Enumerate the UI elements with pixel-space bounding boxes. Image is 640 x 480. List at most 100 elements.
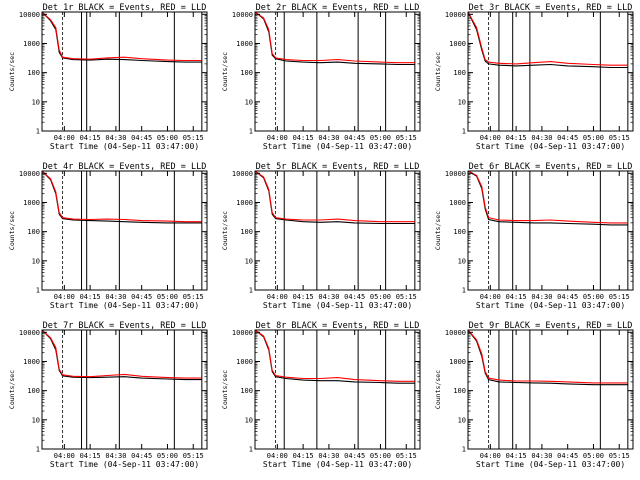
y-tick-label: 10000	[19, 11, 40, 19]
x-tick-label: 04:00	[480, 452, 501, 460]
detector-panel: Det 7r BLACK = Events, RED = LLD 1 10 100 10…	[8, 321, 208, 469]
x-tick-label: 05:00	[370, 452, 391, 460]
y-tick-label: 1	[36, 128, 40, 136]
lld-rate-line	[254, 329, 415, 382]
y-axis-title: Counts/sec	[8, 52, 16, 91]
x-tick-label: 04:00	[480, 134, 501, 142]
x-tick-label: 05:00	[583, 452, 604, 460]
x-tick-label: 05:00	[583, 134, 604, 142]
detector-panel: Det 6r BLACK = Events, RED = LLD 1 10 100 10…	[434, 162, 634, 310]
panel-title: Det 3r BLACK = Events, RED = LLD	[469, 3, 633, 13]
x-tick-label: 04:15	[506, 134, 527, 142]
x-tick-label: 04:15	[80, 452, 101, 460]
y-tick-label: 1	[249, 128, 253, 136]
y-tick-label: 1	[36, 446, 40, 454]
x-tick-label: 04:00	[54, 134, 75, 142]
x-tick-label: 04:45	[344, 452, 365, 460]
y-axis-title: Counts/sec	[221, 211, 229, 250]
x-tick-label: 04:30	[318, 293, 339, 301]
y-axis-title: Counts/sec	[221, 52, 229, 91]
x-tick-label: 04:45	[131, 134, 152, 142]
y-tick-label: 100	[27, 69, 40, 77]
y-tick-label: 10	[245, 98, 253, 106]
y-tick-label: 10000	[232, 11, 253, 19]
x-tick-label: 04:00	[267, 293, 288, 301]
plot-frame	[467, 329, 634, 450]
y-tick-label: 100	[240, 228, 253, 236]
panel-title: Det 7r BLACK = Events, RED = LLD	[43, 321, 207, 331]
y-tick-label: 10	[458, 416, 466, 424]
panel-title: Det 5r BLACK = Events, RED = LLD	[256, 162, 420, 172]
x-tick-label: 04:45	[557, 452, 578, 460]
x-tick-label: 04:30	[105, 293, 126, 301]
x-tick-label: 04:00	[267, 452, 288, 460]
x-tick-label: 04:15	[293, 134, 314, 142]
lld-rate-line	[41, 170, 202, 223]
x-tick-label: 04:45	[344, 134, 365, 142]
x-tick-label: 04:00	[54, 452, 75, 460]
y-tick-label: 10	[32, 416, 40, 424]
panel-title: Det 9r BLACK = Events, RED = LLD	[469, 321, 633, 331]
y-tick-label: 100	[27, 228, 40, 236]
x-tick-label: 04:30	[105, 452, 126, 460]
x-tick-label: 04:45	[557, 293, 578, 301]
events-rate-line	[254, 170, 415, 225]
x-tick-label: 04:00	[54, 293, 75, 301]
x-tick-label: 04:30	[105, 134, 126, 142]
panel-title: Det 4r BLACK = Events, RED = LLD	[43, 162, 207, 172]
y-tick-label: 100	[240, 69, 253, 77]
x-axis-title: Start Time (04-Sep-11 03:47:00)	[263, 460, 412, 469]
x-axis-title: Start Time (04-Sep-11 03:47:00)	[476, 460, 625, 469]
y-axis-title: Counts/sec	[221, 370, 229, 409]
plot-frame	[467, 11, 634, 132]
x-tick-label: 04:30	[531, 293, 552, 301]
y-tick-label: 100	[240, 387, 253, 395]
y-tick-label: 10	[458, 257, 466, 265]
lld-rate-line	[254, 11, 415, 64]
y-tick-label: 10	[32, 257, 40, 265]
y-tick-label: 10	[245, 257, 253, 265]
events-rate-line	[41, 170, 202, 224]
detector-panel: Det 8r BLACK = Events, RED = LLD 1 10 100 10…	[221, 321, 421, 469]
x-tick-label: 04:15	[506, 293, 527, 301]
x-tick-label: 04:15	[293, 452, 314, 460]
y-tick-label: 1	[36, 287, 40, 295]
y-tick-label: 10000	[445, 11, 466, 19]
x-tick-label: 04:15	[80, 293, 101, 301]
x-tick-label: 05:15	[396, 293, 417, 301]
x-axis-title: Start Time (04-Sep-11 03:47:00)	[476, 301, 625, 310]
x-tick-label: 04:30	[318, 134, 339, 142]
x-tick-label: 05:15	[183, 293, 204, 301]
lld-rate-line	[41, 329, 202, 379]
x-tick-label: 04:45	[344, 293, 365, 301]
x-tick-label: 05:15	[183, 134, 204, 142]
y-tick-label: 1000	[23, 199, 40, 207]
y-tick-label: 1000	[23, 358, 40, 366]
y-tick-label: 1000	[23, 40, 40, 48]
lld-rate-line	[467, 170, 628, 224]
detector-panel: Det 1r BLACK = Events, RED = LLD 1 10 100 10…	[8, 3, 208, 151]
x-axis-title: Start Time (04-Sep-11 03:47:00)	[50, 301, 199, 310]
x-axis-title: Start Time (04-Sep-11 03:47:00)	[50, 142, 199, 151]
y-tick-label: 100	[453, 387, 466, 395]
plot-frame	[254, 170, 421, 291]
y-tick-label: 10000	[19, 329, 40, 337]
panel-title: Det 8r BLACK = Events, RED = LLD	[256, 321, 420, 331]
plot-frame	[254, 11, 421, 132]
plot-frame	[254, 329, 421, 450]
lld-rate-line	[467, 11, 628, 66]
plot-frame	[41, 11, 208, 132]
x-tick-label: 05:15	[609, 452, 630, 460]
detector-panel: Det 3r BLACK = Events, RED = LLD 1 10 100 10…	[434, 3, 634, 151]
x-tick-label: 05:00	[370, 293, 391, 301]
detector-panel: Det 9r BLACK = Events, RED = LLD 1 10 100 10…	[434, 321, 634, 469]
y-tick-label: 100	[453, 228, 466, 236]
y-tick-label: 10000	[445, 329, 466, 337]
y-tick-label: 100	[27, 387, 40, 395]
x-tick-label: 04:30	[318, 452, 339, 460]
y-axis-title: Counts/sec	[434, 370, 442, 409]
x-tick-label: 05:00	[157, 452, 178, 460]
plot-frame	[41, 329, 208, 450]
lld-rate-line	[254, 170, 415, 223]
